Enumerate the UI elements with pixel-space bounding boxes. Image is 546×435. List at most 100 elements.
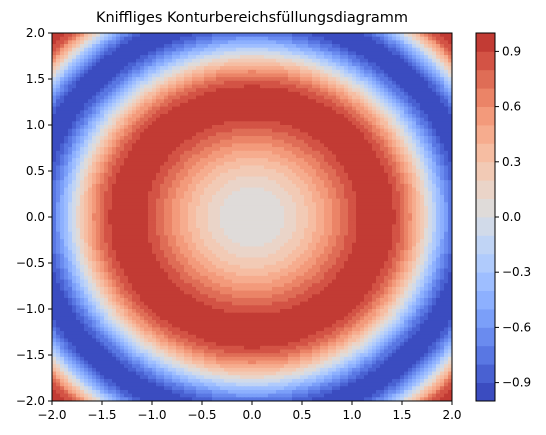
contour-cell [380,213,385,218]
contour-cell [128,99,133,104]
contour-cell [128,180,133,185]
contour-cell [212,110,217,115]
contour-cell [80,121,85,126]
contour-cell [340,158,345,163]
contour-cell [140,88,145,93]
contour-cell [240,55,245,60]
contour-cell [168,205,173,211]
contour-cell [240,99,245,104]
contour-cell [192,202,197,207]
contour-cell [144,88,149,93]
contour-cell [316,58,321,64]
contour-cell [168,169,173,174]
contour-cell [412,209,417,214]
contour-cell [204,121,209,126]
contour-cell [208,194,213,200]
contour-cell [264,117,269,122]
contour-cell [372,161,377,167]
contour-cell [188,99,193,104]
contour-cell [288,213,293,218]
contour-cell [208,47,213,52]
contour-cell [356,150,361,156]
contour-cell [72,150,77,156]
contour-cell [412,51,417,56]
contour-cell [180,110,185,115]
contour-cell [232,66,237,71]
contour-cell [280,176,285,181]
contour-cell [84,198,89,203]
contour-cell [312,136,317,141]
contour-cell [284,84,289,89]
contour-cell [60,91,65,97]
contour-cell [388,40,393,45]
contour-cell [300,80,305,86]
contour-cell [320,180,325,185]
contour-cell [392,33,397,38]
contour-cell [400,150,405,156]
contour-cell [304,128,309,133]
contour-cell [52,165,57,170]
contour-cell [392,128,397,133]
contour-cell [420,194,425,200]
contour-cell [252,69,257,75]
contour-cell [168,66,173,71]
contour-cell [308,80,313,86]
contour-cell [136,213,141,218]
contour-cell [220,143,225,148]
contour-cell [384,198,389,203]
contour-cell [236,69,241,75]
contour-cell [384,88,389,93]
contour-cell [168,73,173,78]
contour-cell [84,66,89,71]
contour-cell [440,102,445,108]
contour-cell [148,110,153,115]
contour-cell [168,110,173,115]
contour-cell [76,198,81,203]
contour-cell [132,165,137,170]
contour-cell [364,62,369,67]
contour-cell [228,40,233,45]
contour-cell [332,136,337,141]
contour-cell [168,84,173,89]
contour-cell [412,106,417,111]
contour-cell [72,80,77,86]
contour-cell [268,102,273,108]
contour-cell [296,33,301,38]
contour-cell [436,169,441,174]
contour-cell [424,66,429,71]
contour-cell [236,128,241,133]
contour-cell [416,77,421,82]
contour-cell [108,154,113,159]
contour-cell [224,158,229,163]
contour-cell [412,88,417,93]
contour-cell [104,205,109,211]
contour-cell [208,147,213,152]
contour-cell [72,136,77,141]
contour-cell [56,128,61,133]
contour-cell [436,33,441,38]
contour-cell [344,88,349,93]
contour-cell [356,169,361,174]
contour-cell [440,55,445,60]
contour-cell [132,161,137,167]
contour-cell [60,47,65,52]
contour-cell [100,143,105,148]
contour-cell [108,91,113,97]
contour-cell [136,161,141,167]
contour-cell [192,77,197,82]
contour-cell [408,58,413,64]
contour-cell [180,125,185,130]
contour-cell [344,55,349,60]
contour-cell [164,158,169,163]
contour-cell [344,176,349,181]
contour-cell [184,154,189,159]
contour-cell [272,84,277,89]
contour-cell [144,165,149,170]
contour-cell [280,128,285,133]
contour-cell [180,62,185,67]
contour-cell [372,113,377,119]
contour-cell [420,121,425,126]
contour-cell [336,198,341,203]
contour-cell [108,158,113,163]
contour-cell [396,33,401,38]
